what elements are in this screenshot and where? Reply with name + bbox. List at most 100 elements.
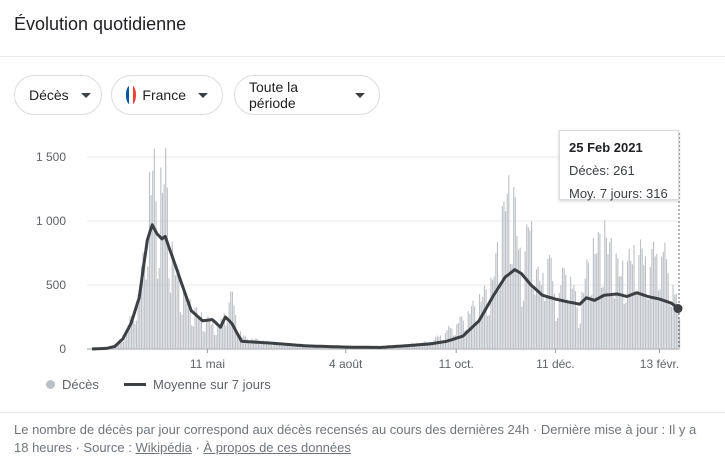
deaths-bar	[573, 284, 575, 349]
deaths-bar	[495, 253, 497, 349]
deaths-bar	[492, 279, 494, 349]
deaths-bar	[430, 344, 432, 349]
deaths-bar	[407, 346, 409, 349]
deaths-bar	[496, 242, 499, 349]
deaths-bar	[635, 294, 637, 349]
deaths-bar	[254, 338, 256, 349]
deaths-bar	[529, 230, 531, 349]
deaths-bar	[540, 284, 542, 349]
footer: Le nombre de décès par jour correspond a…	[14, 421, 714, 457]
y-tick-label: 0	[59, 342, 66, 356]
legend-bars-label: Décès	[62, 377, 99, 392]
deaths-bar	[672, 285, 674, 349]
deaths-bar	[568, 303, 570, 349]
daily-deaths-chart[interactable]: 0 500 1 000 1 500 11 mai 4 août 11 oct. 11 déc.…	[0, 130, 725, 375]
deaths-bar	[160, 167, 162, 349]
deaths-bar	[584, 278, 586, 349]
deaths-bar	[638, 254, 640, 349]
legend-line[interactable]: Moyenne sur 7 jours	[124, 377, 271, 392]
deaths-bar	[259, 344, 261, 349]
deaths-bar	[300, 344, 302, 349]
deaths-bar	[139, 291, 141, 349]
deaths-bar	[267, 340, 269, 349]
deaths-bar	[187, 302, 190, 349]
deaths-bar	[665, 259, 668, 349]
metric-dropdown[interactable]: Décès	[14, 75, 102, 115]
country-dropdown[interactable]: France	[111, 75, 223, 115]
x-tick-label: 11 déc.	[536, 357, 574, 371]
deaths-bar	[196, 307, 198, 349]
deaths-bar	[581, 291, 583, 349]
deaths-bar	[513, 186, 515, 349]
deaths-bar	[461, 316, 463, 349]
x-tick-label: 11 mai	[190, 357, 225, 371]
deaths-bar	[646, 298, 648, 349]
deaths-bar	[511, 264, 513, 349]
deaths-bar	[643, 265, 645, 349]
deaths-bar	[238, 334, 240, 349]
x-tick-label: 4 août	[329, 357, 363, 371]
wikipedia-link[interactable]: Wikipédia	[135, 440, 192, 455]
deaths-bar	[583, 293, 585, 349]
deaths-bar	[142, 252, 144, 349]
deaths-bar	[679, 319, 681, 349]
deaths-bar	[648, 299, 650, 349]
deaths-bar	[623, 303, 625, 349]
tooltip-average: Moy. 7 jours: 316	[569, 186, 668, 201]
deaths-bar	[560, 285, 562, 349]
deaths-bar	[135, 320, 138, 349]
deaths-bar	[140, 266, 142, 349]
deaths-bar	[599, 233, 601, 349]
deaths-bar	[488, 314, 490, 349]
deaths-bar	[613, 298, 616, 349]
deaths-bar	[545, 296, 547, 349]
deaths-bar	[656, 253, 658, 349]
deaths-bar	[329, 347, 331, 349]
deaths-bar	[547, 258, 549, 349]
period-dropdown[interactable]: Toute la période	[234, 75, 380, 115]
deaths-bar	[197, 315, 199, 349]
deaths-bar	[277, 343, 279, 349]
deaths-bar	[628, 248, 630, 349]
footer-source-label: Source :	[83, 440, 132, 455]
deaths-bar	[173, 261, 175, 349]
deaths-bar	[147, 266, 149, 349]
legend-bars[interactable]: Décès	[46, 377, 99, 392]
y-tick-label: 1 500	[36, 150, 66, 164]
deaths-bar	[132, 314, 134, 349]
deaths-bar	[217, 327, 219, 349]
deaths-bar	[270, 345, 273, 349]
deaths-bar	[620, 275, 622, 349]
deaths-bar	[181, 314, 183, 349]
deaths-bar	[176, 268, 178, 349]
deaths-bar	[441, 340, 443, 349]
deaths-bar	[246, 338, 248, 349]
deaths-bar	[524, 251, 526, 349]
deaths-bar	[275, 342, 277, 349]
deaths-bar	[230, 291, 232, 349]
deaths-bar	[134, 323, 136, 349]
deaths-bar	[589, 296, 591, 349]
highlight-point	[673, 304, 683, 314]
deaths-bar	[618, 276, 620, 349]
deaths-bar	[626, 260, 629, 349]
deaths-bar	[158, 268, 160, 349]
page-title: Évolution quotidienne	[14, 14, 187, 34]
deaths-bar	[207, 316, 209, 349]
france-flag-icon	[126, 85, 137, 105]
deaths-bar	[222, 319, 224, 349]
about-data-link[interactable]: À propos de ces données	[203, 440, 351, 455]
deaths-bar	[625, 302, 627, 349]
deaths-bar	[119, 340, 121, 349]
deaths-bar	[561, 267, 564, 349]
deaths-bar	[521, 306, 523, 349]
deaths-bar	[622, 260, 624, 349]
deaths-bar	[555, 320, 557, 349]
deaths-bar	[157, 278, 159, 349]
deaths-bar	[443, 339, 445, 349]
metric-dropdown-label: Décès	[29, 87, 69, 103]
deaths-bar	[659, 289, 661, 349]
deaths-bar	[474, 306, 476, 349]
deaths-bar	[482, 296, 484, 349]
deaths-bar	[316, 347, 318, 349]
